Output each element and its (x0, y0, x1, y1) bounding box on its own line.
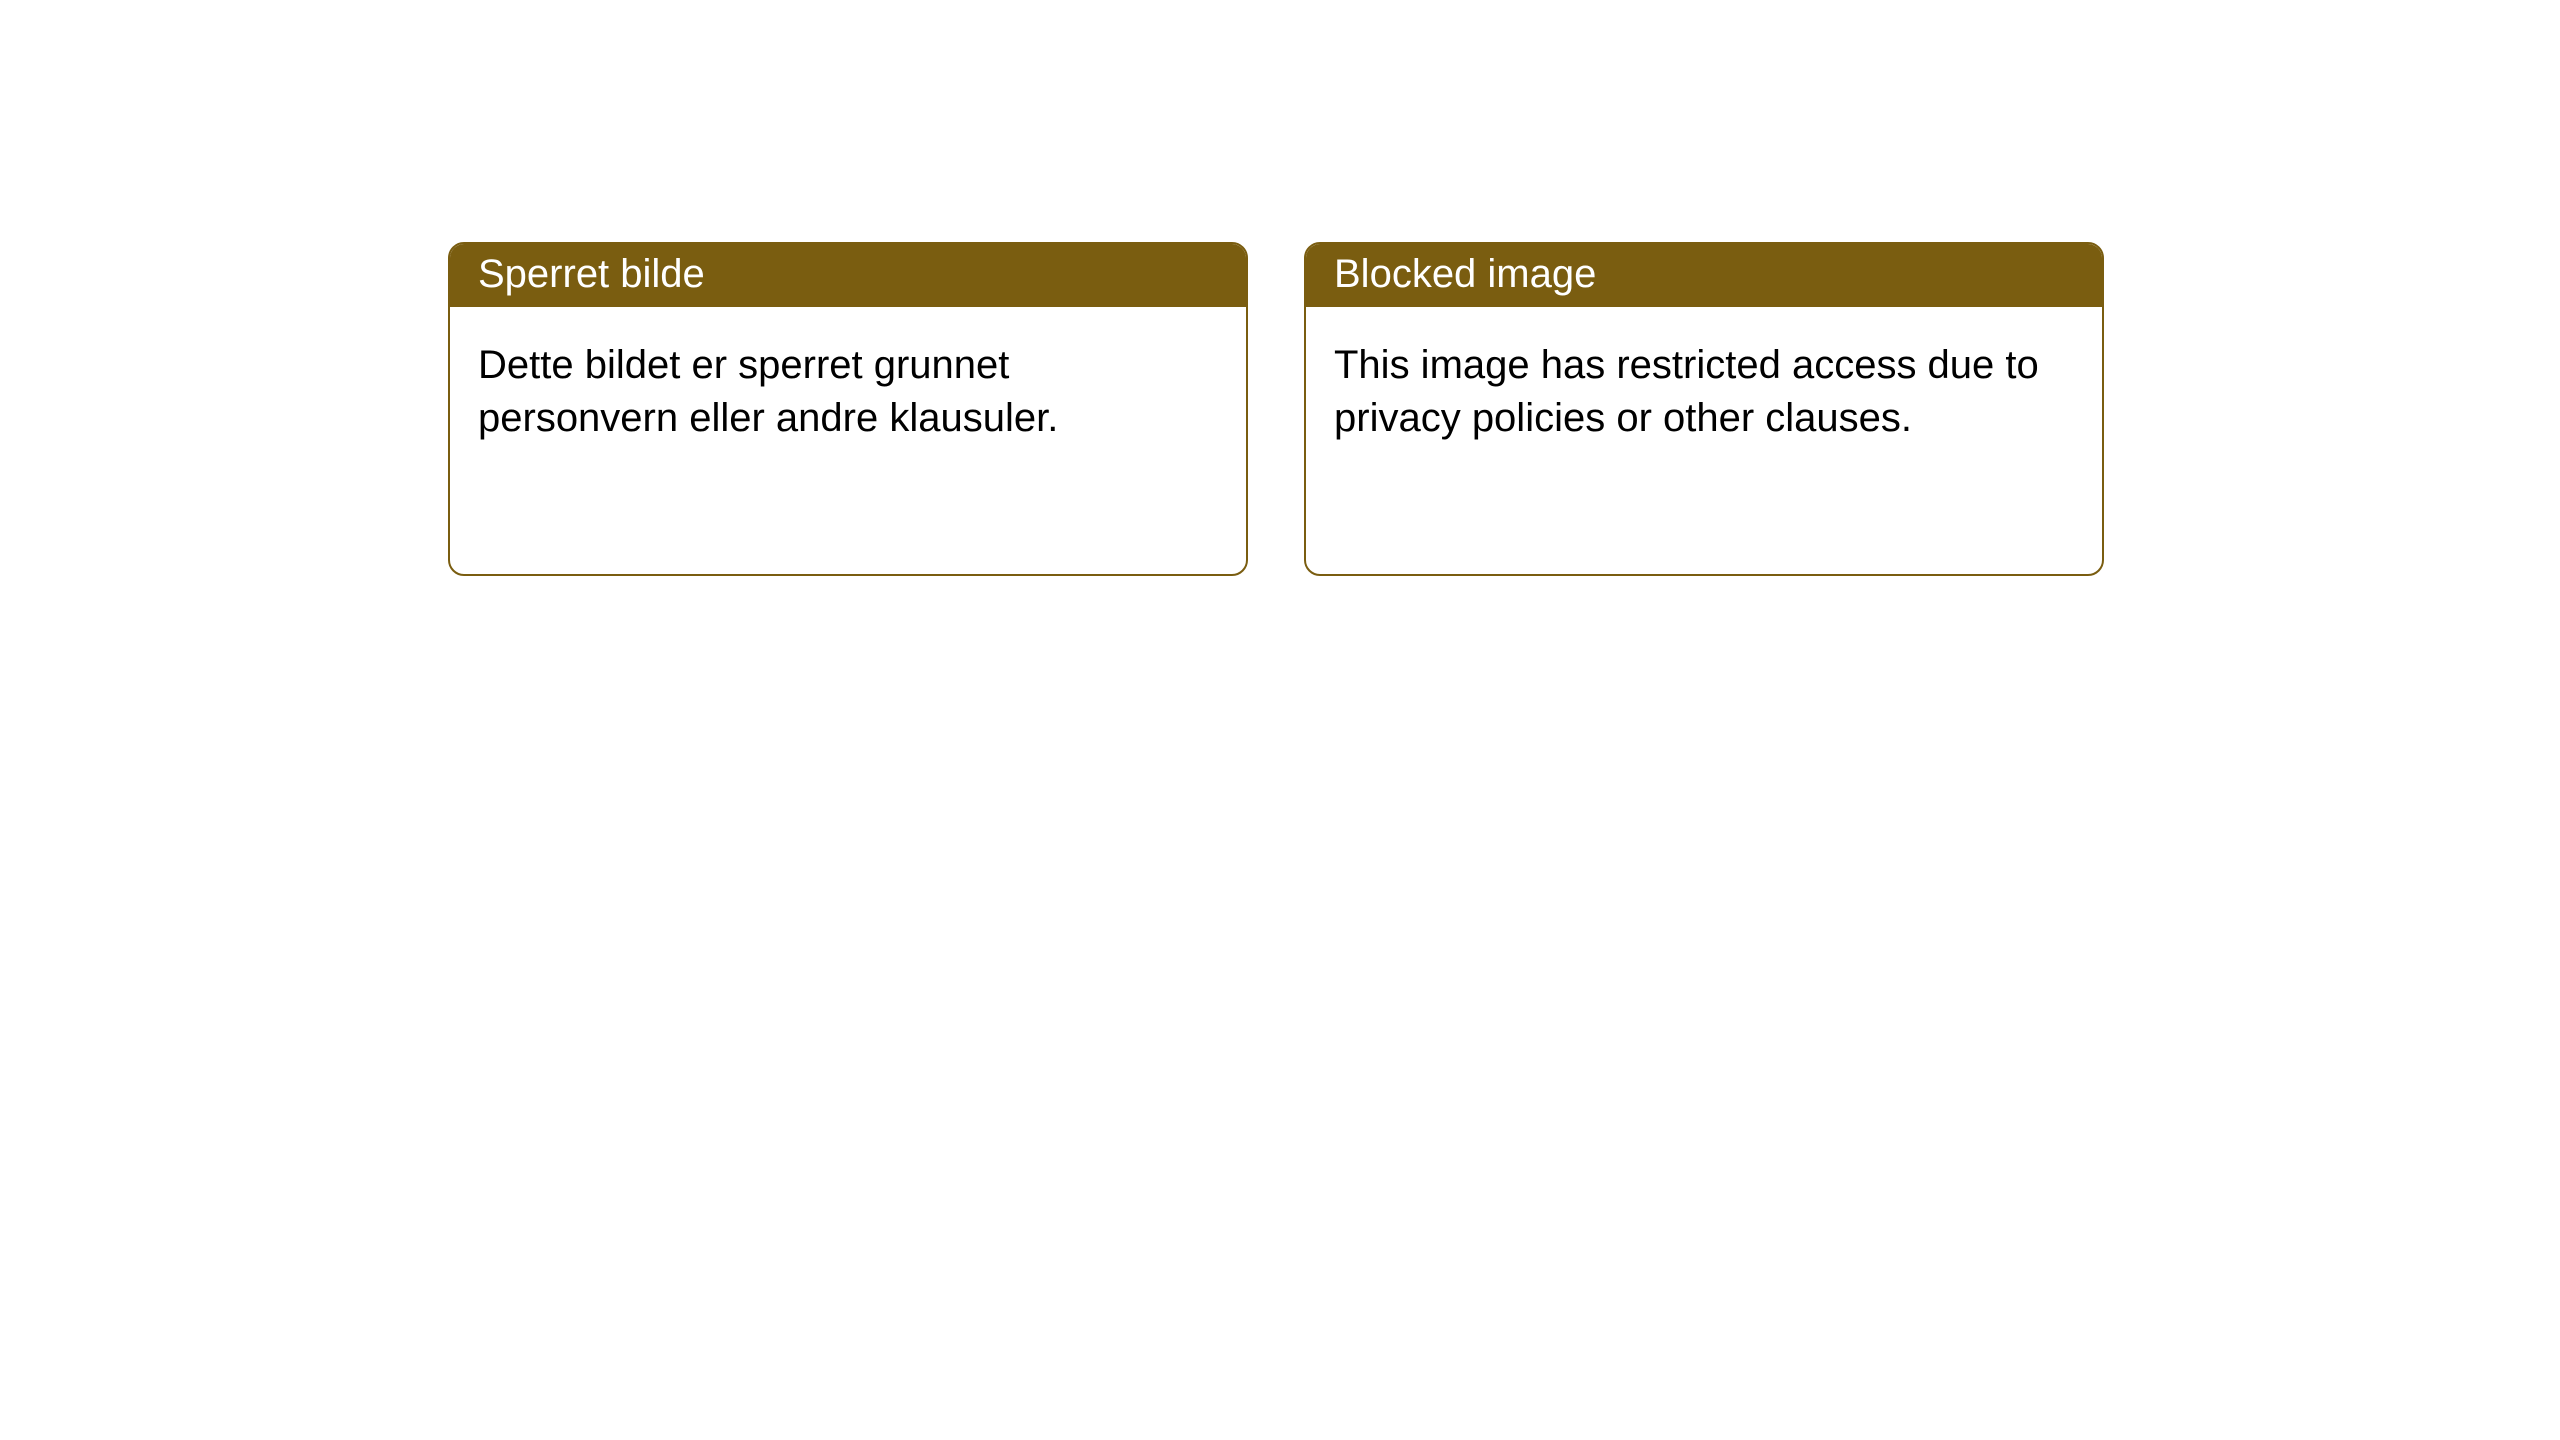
notice-card-no: Sperret bilde Dette bildet er sperret gr… (448, 242, 1248, 576)
notice-container: Sperret bilde Dette bildet er sperret gr… (0, 0, 2560, 576)
notice-card-en: Blocked image This image has restricted … (1304, 242, 2104, 576)
notice-body-en: This image has restricted access due to … (1306, 307, 2102, 477)
notice-title-no: Sperret bilde (450, 244, 1246, 307)
notice-body-no: Dette bildet er sperret grunnet personve… (450, 307, 1246, 477)
notice-title-en: Blocked image (1306, 244, 2102, 307)
